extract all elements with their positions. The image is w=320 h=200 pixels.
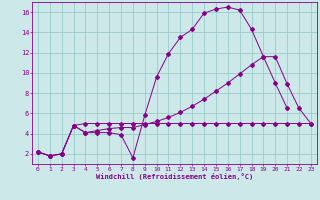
X-axis label: Windchill (Refroidissement éolien,°C): Windchill (Refroidissement éolien,°C)	[96, 173, 253, 180]
